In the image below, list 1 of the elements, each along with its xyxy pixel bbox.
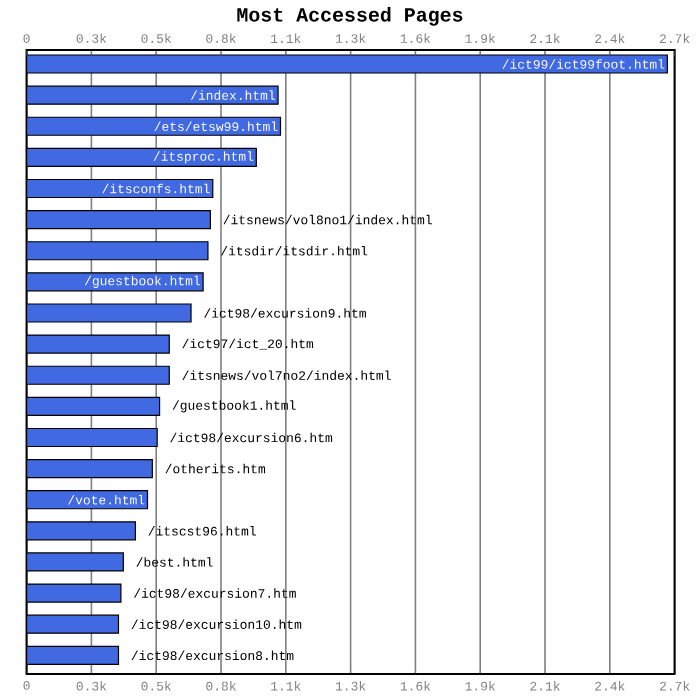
chart-title: Most Accessed Pages xyxy=(237,7,463,26)
